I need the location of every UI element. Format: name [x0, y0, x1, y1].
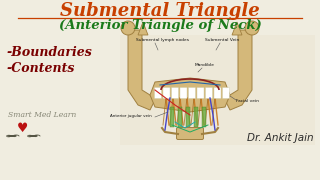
Polygon shape: [232, 22, 242, 35]
Text: Dr. Ankit Jain: Dr. Ankit Jain: [247, 133, 314, 143]
Polygon shape: [225, 30, 252, 110]
FancyBboxPatch shape: [170, 107, 174, 127]
Text: ♥: ♥: [16, 122, 28, 134]
FancyBboxPatch shape: [186, 107, 190, 127]
Polygon shape: [150, 78, 230, 112]
FancyBboxPatch shape: [177, 127, 204, 140]
Text: Facial vein: Facial vein: [236, 99, 259, 103]
Text: Submental Vein: Submental Vein: [205, 38, 239, 42]
FancyBboxPatch shape: [120, 35, 315, 145]
FancyBboxPatch shape: [172, 87, 179, 98]
Ellipse shape: [245, 21, 259, 35]
FancyBboxPatch shape: [155, 87, 162, 98]
FancyBboxPatch shape: [194, 107, 198, 127]
FancyBboxPatch shape: [188, 87, 196, 98]
FancyBboxPatch shape: [197, 87, 204, 98]
Text: Submental lymph nodes: Submental lymph nodes: [137, 38, 189, 42]
Text: Mandible: Mandible: [195, 63, 215, 67]
FancyBboxPatch shape: [214, 87, 221, 98]
Text: (Anterior Triangle of Neck): (Anterior Triangle of Neck): [59, 19, 261, 33]
Text: Submental Triangle: Submental Triangle: [60, 2, 260, 20]
Text: Smart Med Learn: Smart Med Learn: [8, 111, 76, 119]
Ellipse shape: [121, 21, 135, 35]
Text: -Contents: -Contents: [6, 62, 74, 75]
Polygon shape: [138, 22, 148, 35]
Text: Anterior jugular vein: Anterior jugular vein: [110, 114, 152, 118]
FancyBboxPatch shape: [163, 87, 170, 98]
Text: -Boundaries: -Boundaries: [6, 46, 92, 58]
FancyBboxPatch shape: [202, 107, 206, 127]
FancyBboxPatch shape: [178, 107, 182, 127]
FancyBboxPatch shape: [205, 87, 212, 98]
FancyBboxPatch shape: [180, 87, 187, 98]
Polygon shape: [128, 30, 155, 110]
FancyBboxPatch shape: [222, 87, 229, 98]
